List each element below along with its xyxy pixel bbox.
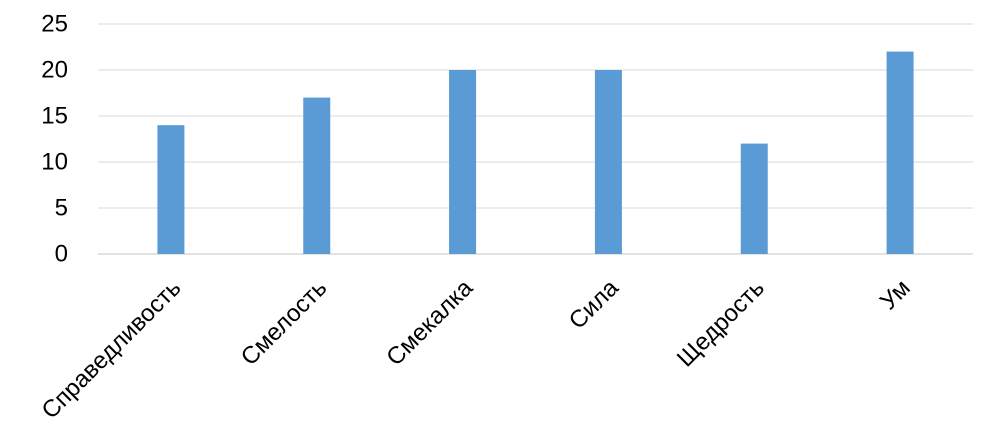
y-tick-label: 0 <box>55 241 68 268</box>
bar-4 <box>594 70 622 254</box>
category-label: Справедливость <box>37 274 187 424</box>
x-axis-labels: Справедливость Смелость Смекалка Сила Щедрос… <box>37 274 916 424</box>
bar-2 <box>303 97 331 254</box>
bar-5 <box>740 143 768 254</box>
bars <box>157 51 914 254</box>
y-tick-label: 5 <box>55 195 68 222</box>
category-label: Смелость <box>236 274 333 371</box>
category-label: Щедрость <box>672 274 770 372</box>
y-tick-label: 10 <box>41 149 68 176</box>
category-label: Ум <box>875 274 916 315</box>
gridlines <box>98 23 973 255</box>
y-axis-ticks: 0 5 10 15 20 25 <box>41 11 68 268</box>
category-label: Смекалка <box>381 274 478 371</box>
bar-1 <box>157 125 185 254</box>
y-tick-label: 25 <box>41 11 68 38</box>
y-tick-label: 20 <box>41 57 68 84</box>
bar-6 <box>886 51 914 254</box>
y-tick-label: 15 <box>41 103 68 130</box>
bar-3 <box>449 70 477 254</box>
category-label: Сила <box>564 274 625 335</box>
